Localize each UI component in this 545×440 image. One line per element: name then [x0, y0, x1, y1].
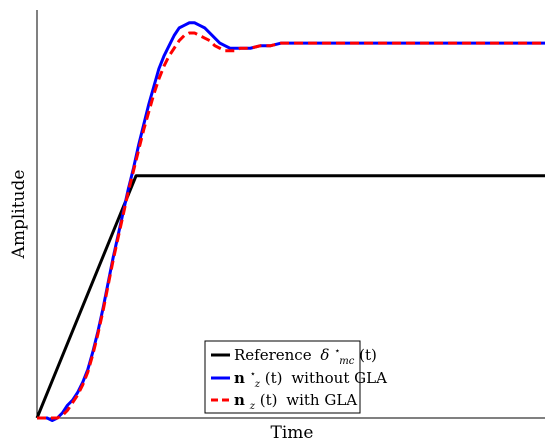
series-layer: [35, 21, 545, 423]
x-axis-label: Time: [271, 423, 314, 440]
legend-label-with-gla: n z (t) with GLA: [234, 391, 357, 413]
series-line-with-gla: [37, 31, 545, 420]
y-axis-label: Amplitude: [9, 170, 29, 260]
legend-label-reference: Reference δ ⋆ mc (t): [234, 340, 377, 368]
legend-box: [204, 340, 361, 414]
legend-label-without-gla: n ⋆ z (t) without GLA: [234, 363, 387, 391]
series-line-reference: [35, 174, 545, 419]
series-line-without-gla: [37, 21, 545, 423]
legend: Reference δ ⋆ mc (t) n ⋆ z (t) without G…: [204, 340, 387, 414]
